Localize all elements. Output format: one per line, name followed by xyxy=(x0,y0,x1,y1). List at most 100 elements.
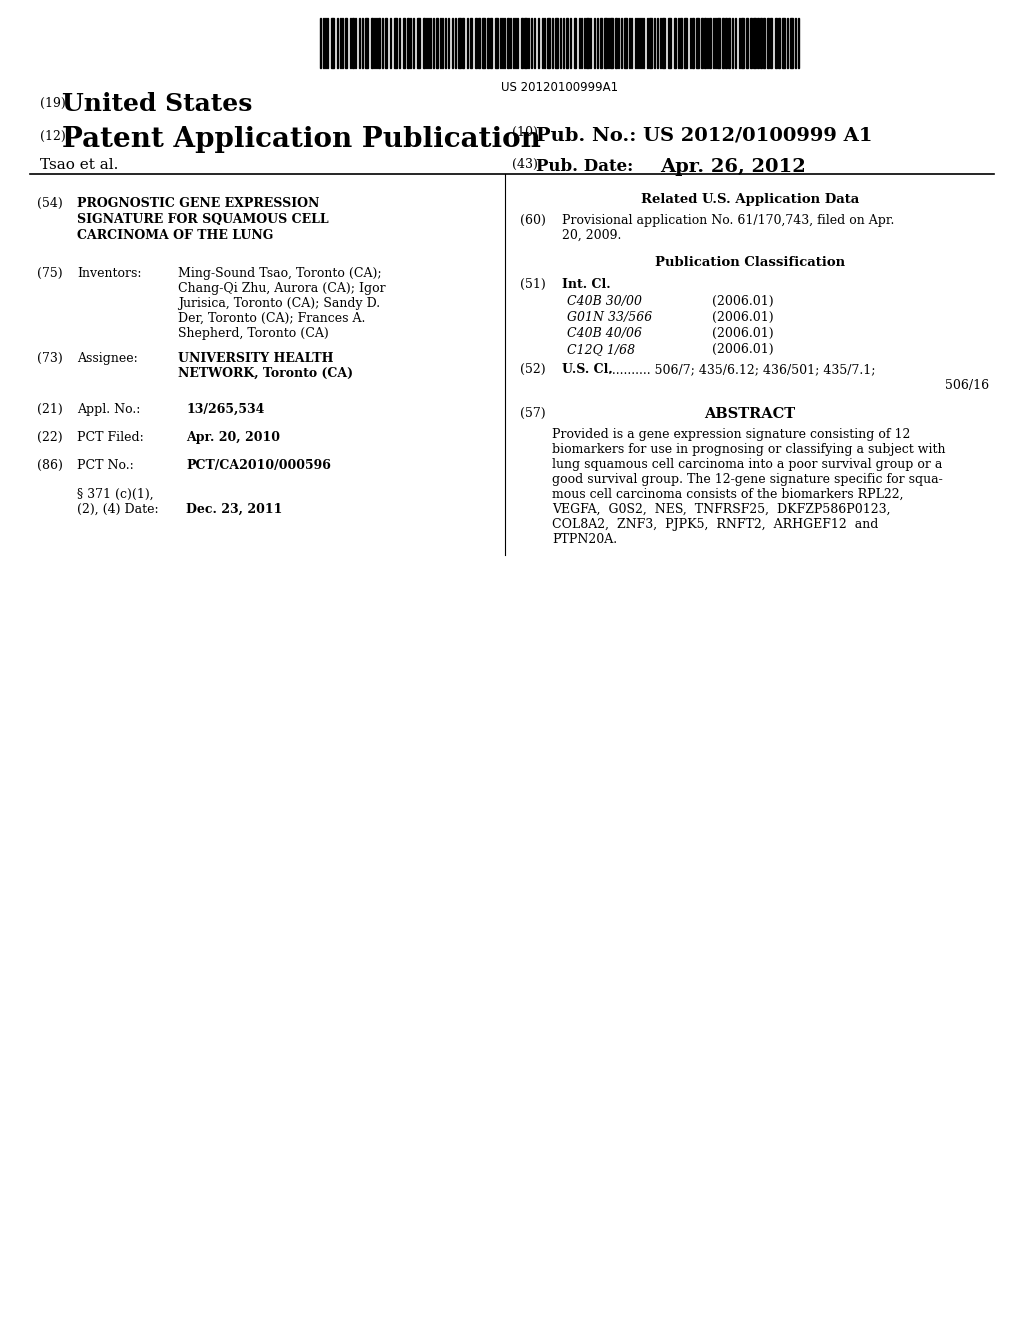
Bar xyxy=(462,18,464,69)
Text: (2006.01): (2006.01) xyxy=(712,327,773,341)
Text: Dec. 23, 2011: Dec. 23, 2011 xyxy=(186,503,283,516)
Bar xyxy=(365,18,368,69)
Bar xyxy=(662,18,665,69)
Text: good survival group. The 12-gene signature specific for squa-: good survival group. The 12-gene signatu… xyxy=(552,473,943,486)
Bar xyxy=(521,18,523,69)
Bar xyxy=(746,18,748,69)
Bar xyxy=(782,18,785,69)
Bar xyxy=(741,18,744,69)
Bar xyxy=(586,18,589,69)
Text: (54): (54) xyxy=(37,197,62,210)
Bar xyxy=(753,18,756,69)
Bar xyxy=(668,18,671,69)
Text: UNIVERSITY HEALTH: UNIVERSITY HEALTH xyxy=(178,352,334,366)
Text: (60): (60) xyxy=(520,214,546,227)
Text: Pub. No.: US 2012/0100999 A1: Pub. No.: US 2012/0100999 A1 xyxy=(536,125,872,144)
Bar xyxy=(458,18,461,69)
Bar xyxy=(478,18,480,69)
Bar xyxy=(767,18,769,69)
Text: CARCINOMA OF THE LUNG: CARCINOMA OF THE LUNG xyxy=(77,228,273,242)
Text: US 20120100999A1: US 20120100999A1 xyxy=(502,81,618,94)
Bar xyxy=(701,18,703,69)
Text: (43): (43) xyxy=(512,158,538,172)
Text: Patent Application Publication: Patent Application Publication xyxy=(62,125,541,153)
Text: U.S. Cl.: U.S. Cl. xyxy=(562,363,612,376)
Bar xyxy=(600,18,602,69)
Text: (2006.01): (2006.01) xyxy=(712,294,773,308)
Bar xyxy=(778,18,780,69)
Bar xyxy=(490,18,492,69)
Bar xyxy=(709,18,711,69)
Bar xyxy=(680,18,682,69)
Bar xyxy=(407,18,409,69)
Bar xyxy=(417,18,420,69)
Text: Int. Cl.: Int. Cl. xyxy=(562,279,610,290)
Text: (12): (12) xyxy=(40,129,66,143)
Text: Apr. 26, 2012: Apr. 26, 2012 xyxy=(660,158,806,176)
Bar xyxy=(717,18,720,69)
Bar xyxy=(760,18,762,69)
Text: (2006.01): (2006.01) xyxy=(712,312,773,323)
Text: mous cell carcinoma consists of the biomarkers RPL22,: mous cell carcinoma consists of the biom… xyxy=(552,488,903,502)
Bar xyxy=(763,18,765,69)
Text: Pub. Date:: Pub. Date: xyxy=(536,158,633,176)
Text: Ming-Sound Tsao, Toronto (CA);: Ming-Sound Tsao, Toronto (CA); xyxy=(178,267,382,280)
Text: 20, 2009.: 20, 2009. xyxy=(562,228,622,242)
Text: VEGFA,  G0S2,  NES,  TNFRSF25,  DKFZP586P0123,: VEGFA, G0S2, NES, TNFRSF25, DKFZP586P012… xyxy=(552,503,891,516)
Text: PCT/CA2010/000596: PCT/CA2010/000596 xyxy=(186,459,331,473)
Text: Publication Classification: Publication Classification xyxy=(655,256,845,269)
Bar xyxy=(574,18,575,69)
Bar xyxy=(331,18,334,69)
Bar xyxy=(674,18,676,69)
Bar xyxy=(385,18,387,69)
Text: (22): (22) xyxy=(37,432,62,444)
Text: C40B 30/00: C40B 30/00 xyxy=(567,294,642,308)
Text: 506/16: 506/16 xyxy=(945,379,989,392)
Bar xyxy=(790,18,793,69)
Text: Inventors:: Inventors: xyxy=(77,267,141,280)
Text: Provisional application No. 61/170,743, filed on Apr.: Provisional application No. 61/170,743, … xyxy=(562,214,894,227)
Text: NETWORK, Toronto (CA): NETWORK, Toronto (CA) xyxy=(178,367,353,380)
Text: Assignee:: Assignee: xyxy=(77,352,138,366)
Bar xyxy=(482,18,485,69)
Text: (57): (57) xyxy=(520,407,546,420)
Bar xyxy=(394,18,397,69)
Text: Related U.S. Application Data: Related U.S. Application Data xyxy=(641,193,859,206)
Bar xyxy=(566,18,568,69)
Bar xyxy=(649,18,652,69)
Text: (86): (86) xyxy=(37,459,62,473)
Text: Der, Toronto (CA); Frances A.: Der, Toronto (CA); Frances A. xyxy=(178,312,366,325)
Bar xyxy=(403,18,406,69)
Bar xyxy=(524,18,527,69)
Text: Shepherd, Toronto (CA): Shepherd, Toronto (CA) xyxy=(178,327,329,341)
Text: (51): (51) xyxy=(520,279,546,290)
Text: 13/265,534: 13/265,534 xyxy=(186,403,264,416)
Text: (19): (19) xyxy=(40,96,66,110)
Bar xyxy=(475,18,477,69)
Bar xyxy=(555,18,558,69)
Text: (52): (52) xyxy=(520,363,546,376)
Text: (2006.01): (2006.01) xyxy=(712,343,773,356)
Bar xyxy=(770,18,772,69)
Text: ABSTRACT: ABSTRACT xyxy=(705,407,796,421)
Text: lung squamous cell carcinoma into a poor survival group or a: lung squamous cell carcinoma into a poor… xyxy=(552,458,942,471)
Text: Appl. No.:: Appl. No.: xyxy=(77,403,140,416)
Text: Chang-Qi Zhu, Aurora (CA); Igor: Chang-Qi Zhu, Aurora (CA); Igor xyxy=(178,282,386,294)
Bar xyxy=(757,18,759,69)
Text: (10): (10) xyxy=(512,125,538,139)
Bar xyxy=(624,18,627,69)
Text: § 371 (c)(1),: § 371 (c)(1), xyxy=(77,488,154,502)
Text: PCT No.:: PCT No.: xyxy=(77,459,134,473)
Text: (2), (4) Date:: (2), (4) Date: xyxy=(77,503,159,516)
Bar xyxy=(495,18,498,69)
Text: biomarkers for use in prognosing or classifying a subject with: biomarkers for use in prognosing or clas… xyxy=(552,444,945,455)
Text: PROGNOSTIC GENE EXPRESSION: PROGNOSTIC GENE EXPRESSION xyxy=(77,197,319,210)
Bar xyxy=(436,18,438,69)
Text: COL8A2,  ZNF3,  PJPK5,  RNFT2,  ARHGEF12  and: COL8A2, ZNF3, PJPK5, RNFT2, ARHGEF12 and xyxy=(552,517,879,531)
Text: Apr. 20, 2010: Apr. 20, 2010 xyxy=(186,432,280,444)
Bar xyxy=(487,18,489,69)
Text: C40B 40/06: C40B 40/06 xyxy=(567,327,642,341)
Bar xyxy=(610,18,613,69)
Bar xyxy=(352,18,354,69)
Bar xyxy=(725,18,727,69)
